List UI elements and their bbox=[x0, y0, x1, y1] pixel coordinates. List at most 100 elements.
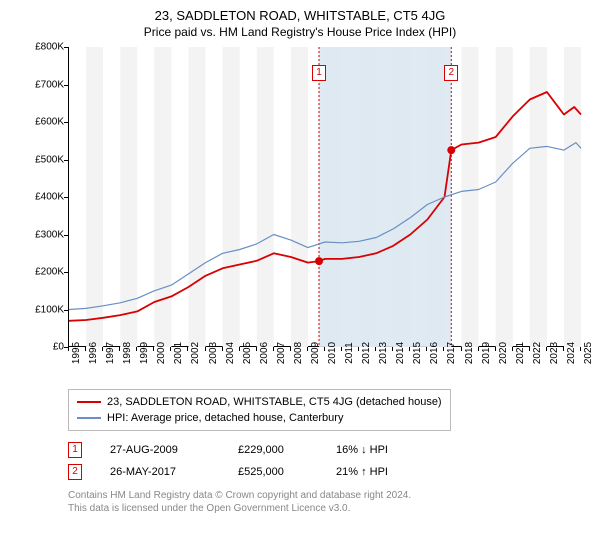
x-tick-mark bbox=[307, 347, 308, 351]
x-tick-mark bbox=[529, 347, 530, 351]
x-tick-label: 2023 bbox=[549, 342, 560, 364]
y-axis: £0£100K£200K£300K£400K£500K£600K£700K£80… bbox=[24, 47, 66, 347]
x-tick-label: 2025 bbox=[583, 342, 594, 364]
x-tick-mark bbox=[256, 347, 257, 351]
x-tick-label: 2012 bbox=[361, 342, 372, 364]
x-tick-mark bbox=[495, 347, 496, 351]
legend: 23, SADDLETON ROAD, WHITSTABLE, CT5 4JG … bbox=[68, 389, 451, 431]
legend-swatch bbox=[77, 417, 101, 418]
x-tick-label: 2018 bbox=[464, 342, 475, 364]
footer-attribution: Contains HM Land Registry data © Crown c… bbox=[68, 489, 590, 515]
chart-title: 23, SADDLETON ROAD, WHITSTABLE, CT5 4JG bbox=[10, 8, 590, 23]
y-tick-label: £300K bbox=[35, 229, 64, 240]
chart-subtitle: Price paid vs. HM Land Registry's House … bbox=[10, 25, 590, 39]
x-tick-mark bbox=[461, 347, 462, 351]
x-axis: 1995199619971998199920002001200220032004… bbox=[68, 347, 580, 387]
x-tick-mark bbox=[478, 347, 479, 351]
x-tick-mark bbox=[187, 347, 188, 351]
legend-row: 23, SADDLETON ROAD, WHITSTABLE, CT5 4JG … bbox=[77, 394, 442, 410]
x-tick-mark bbox=[222, 347, 223, 351]
event-number-box: 1 bbox=[312, 65, 326, 81]
event-price: £525,000 bbox=[238, 461, 308, 483]
event-number-box: 2 bbox=[444, 65, 458, 81]
x-tick-mark bbox=[273, 347, 274, 351]
event-row: 1 27-AUG-2009 £229,000 16% ↓ HPI bbox=[68, 439, 590, 461]
legend-swatch bbox=[77, 401, 101, 403]
x-tick-label: 1996 bbox=[88, 342, 99, 364]
x-tick-label: 2007 bbox=[276, 342, 287, 364]
y-tick-label: £600K bbox=[35, 117, 64, 128]
x-tick-label: 2004 bbox=[225, 342, 236, 364]
event-price: £229,000 bbox=[238, 439, 308, 461]
x-tick-mark bbox=[375, 347, 376, 351]
x-tick-label: 2016 bbox=[429, 342, 440, 364]
y-tick-label: £500K bbox=[35, 154, 64, 165]
x-tick-label: 2022 bbox=[532, 342, 543, 364]
x-tick-label: 2013 bbox=[378, 342, 389, 364]
x-tick-mark bbox=[563, 347, 564, 351]
x-tick-mark bbox=[443, 347, 444, 351]
legend-label: HPI: Average price, detached house, Cant… bbox=[107, 410, 343, 426]
event-number: 2 bbox=[68, 464, 82, 480]
event-pct: 16% ↓ HPI bbox=[336, 439, 426, 461]
y-tick-label: £400K bbox=[35, 192, 64, 203]
x-tick-mark bbox=[170, 347, 171, 351]
x-tick-mark bbox=[290, 347, 291, 351]
x-tick-label: 2011 bbox=[344, 342, 355, 364]
x-tick-label: 2015 bbox=[412, 342, 423, 364]
chart-area: £0£100K£200K£300K£400K£500K£600K£700K£80… bbox=[24, 47, 584, 387]
x-tick-mark bbox=[102, 347, 103, 351]
x-tick-mark bbox=[153, 347, 154, 351]
y-tick-label: £700K bbox=[35, 79, 64, 90]
x-tick-mark bbox=[426, 347, 427, 351]
x-tick-mark bbox=[239, 347, 240, 351]
y-tick-label: £200K bbox=[35, 267, 64, 278]
footer-line1: Contains HM Land Registry data © Crown c… bbox=[68, 489, 590, 502]
x-tick-label: 1995 bbox=[71, 342, 82, 364]
y-tick-label: £100K bbox=[35, 304, 64, 315]
plot-area: 12 bbox=[68, 47, 580, 347]
x-tick-label: 2019 bbox=[481, 342, 492, 364]
x-tick-mark bbox=[580, 347, 581, 351]
x-tick-label: 1997 bbox=[105, 342, 116, 364]
x-tick-label: 2005 bbox=[242, 342, 253, 364]
legend-label: 23, SADDLETON ROAD, WHITSTABLE, CT5 4JG … bbox=[107, 394, 442, 410]
x-tick-label: 2009 bbox=[310, 342, 321, 364]
x-tick-label: 2017 bbox=[446, 342, 457, 364]
event-date: 26-MAY-2017 bbox=[110, 461, 210, 483]
x-tick-mark bbox=[205, 347, 206, 351]
x-tick-mark bbox=[358, 347, 359, 351]
x-tick-mark bbox=[392, 347, 393, 351]
x-tick-label: 1998 bbox=[122, 342, 133, 364]
y-tick-label: £0 bbox=[53, 342, 64, 353]
x-tick-label: 2024 bbox=[566, 342, 577, 364]
x-tick-mark bbox=[324, 347, 325, 351]
x-tick-mark bbox=[341, 347, 342, 351]
x-tick-label: 2000 bbox=[156, 342, 167, 364]
x-tick-label: 2001 bbox=[173, 342, 184, 364]
x-tick-label: 2006 bbox=[259, 342, 270, 364]
event-date: 27-AUG-2009 bbox=[110, 439, 210, 461]
event-number: 1 bbox=[68, 442, 82, 458]
x-tick-label: 2014 bbox=[395, 342, 406, 364]
x-tick-mark bbox=[512, 347, 513, 351]
x-tick-label: 2003 bbox=[208, 342, 219, 364]
x-tick-mark bbox=[546, 347, 547, 351]
x-tick-mark bbox=[136, 347, 137, 351]
y-tick-label: £800K bbox=[35, 42, 64, 53]
legend-row: HPI: Average price, detached house, Cant… bbox=[77, 410, 442, 426]
chart-svg bbox=[69, 47, 581, 347]
event-row: 2 26-MAY-2017 £525,000 21% ↑ HPI bbox=[68, 461, 590, 483]
x-tick-mark bbox=[119, 347, 120, 351]
x-tick-label: 2021 bbox=[515, 342, 526, 364]
x-tick-mark bbox=[409, 347, 410, 351]
events-table: 1 27-AUG-2009 £229,000 16% ↓ HPI 2 26-MAY-201… bbox=[68, 439, 590, 483]
x-tick-label: 2020 bbox=[498, 342, 509, 364]
event-pct: 21% ↑ HPI bbox=[336, 461, 426, 483]
x-tick-label: 1999 bbox=[139, 342, 150, 364]
footer-line2: This data is licensed under the Open Gov… bbox=[68, 502, 590, 515]
x-tick-mark bbox=[85, 347, 86, 351]
x-tick-label: 2010 bbox=[327, 342, 338, 364]
x-tick-label: 2002 bbox=[190, 342, 201, 364]
x-tick-mark bbox=[68, 347, 69, 351]
